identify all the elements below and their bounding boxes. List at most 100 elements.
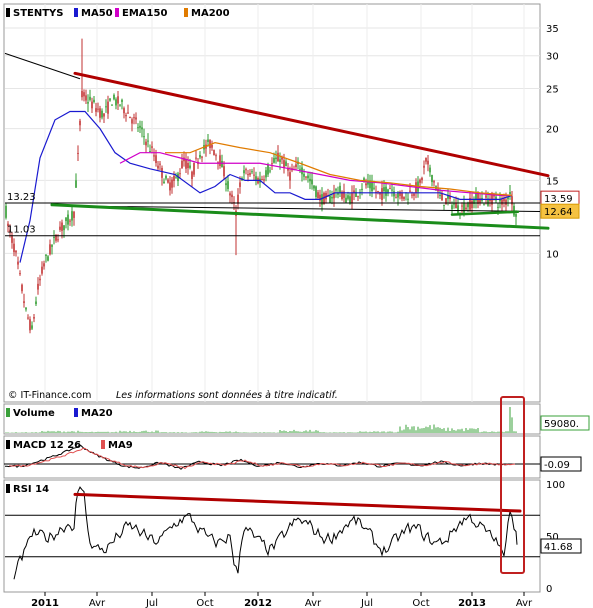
x-tick-label: Jul: [360, 598, 373, 608]
legend-stentys: STENTYS: [13, 8, 64, 19]
highlight-box: [500, 396, 525, 574]
legend-swatch-rsi: [6, 484, 10, 493]
candle-body: [149, 151, 151, 153]
candle-body: [395, 197, 397, 199]
candle-body: [313, 185, 315, 189]
candle-body: [287, 167, 289, 171]
candle-body: [169, 182, 171, 191]
candle-body: [467, 202, 469, 208]
candle-body: [215, 155, 217, 157]
candle-body: [105, 106, 107, 108]
candle-body: [239, 182, 241, 187]
candle-body: [161, 167, 163, 178]
candle-body: [429, 167, 431, 173]
candle-body: [117, 96, 119, 104]
candle-body: [409, 190, 411, 192]
price-y-tick-label: 35: [546, 24, 559, 35]
legend-swatch-macd: [6, 440, 10, 449]
candle-body: [211, 144, 213, 148]
candle-body: [139, 125, 141, 128]
candle-body: [455, 203, 457, 209]
candle-body: [27, 317, 29, 319]
candle-body: [201, 156, 203, 158]
candle-body: [147, 140, 149, 142]
candle-body: [229, 193, 231, 196]
volume-value-tag: [540, 415, 590, 431]
candle-body: [223, 166, 225, 177]
candle-body: [191, 171, 193, 180]
legend-swatch-ma20: [74, 408, 78, 417]
candle-body: [383, 187, 385, 192]
x-tick-label: Jul: [145, 598, 158, 608]
series-ma50: [19, 110, 513, 263]
volume-panel-frame: [3, 403, 541, 435]
candle-body: [343, 191, 345, 198]
candle-body: [61, 222, 63, 231]
candle-body: [387, 189, 389, 194]
x-tick-label: Oct: [196, 598, 213, 608]
candle-body: [193, 162, 195, 175]
key-level-label: 13.23: [7, 192, 36, 203]
candle-body: [515, 214, 517, 217]
candle-body: [251, 171, 253, 173]
candle-body: [111, 104, 113, 106]
price-tags: 13.59 12.64: [540, 190, 580, 219]
candle-body: [269, 170, 271, 172]
price-y-tick-label: 25: [546, 85, 559, 96]
series-ma200: [165, 142, 513, 196]
candle-body: [95, 108, 97, 112]
trendline-short-support: [450, 210, 520, 216]
candle-body: [341, 191, 343, 200]
candle-body: [457, 205, 459, 214]
candle-body: [171, 179, 173, 188]
candle-body: [29, 319, 31, 331]
candle-body: [447, 195, 449, 199]
candle-body: [47, 256, 49, 261]
candle-body: [439, 194, 441, 196]
candle-body: [119, 104, 121, 106]
candle-body: [487, 198, 489, 206]
candle-body: [285, 161, 287, 167]
candle-body: [41, 266, 43, 274]
legend-rsi: RSI 14: [13, 484, 49, 495]
candle-body: [23, 301, 25, 304]
legend-ema150: EMA150: [122, 8, 167, 19]
candle-body: [93, 99, 95, 102]
candle-body: [127, 112, 129, 114]
candle-body: [155, 155, 157, 164]
rsi-y-tick-label: 0: [546, 584, 552, 595]
rsi-y-tick-label: 50: [546, 532, 559, 543]
price-legend: STENTYS MA50 EMA150 MA200: [6, 8, 230, 19]
candle-body: [353, 190, 355, 194]
price-tag-label: 13.59: [544, 194, 573, 205]
candle-body: [137, 127, 139, 129]
candle-body: [497, 206, 499, 208]
candle-body: [151, 146, 153, 148]
candle-body: [393, 191, 395, 197]
rsi-levels: [5, 514, 540, 558]
macd-panel-frame: [3, 435, 541, 479]
rsi-panel-frame: [3, 479, 541, 593]
candle-body: [403, 196, 405, 200]
candle-body: [143, 136, 145, 138]
candle-body: [473, 199, 475, 204]
candle-body: [65, 217, 67, 222]
credit-disclaimer: Les informations sont données à titre in…: [116, 390, 338, 401]
rsi-line: [13, 486, 518, 580]
candle-body: [355, 191, 357, 198]
candle-body: [427, 160, 429, 165]
candle-body: [363, 178, 365, 181]
candle-body: [5, 205, 7, 218]
candle-body: [347, 195, 349, 199]
candle-body: [217, 161, 219, 163]
candle-body: [145, 141, 147, 146]
candle-body: [109, 98, 111, 101]
price-panel: 13.23 11.03 35 30 25 20 15 10 13.59 12.64 STENT…: [3, 3, 580, 592]
candle-body: [253, 174, 255, 176]
candle-body: [483, 204, 485, 206]
legend-swatch-ma9: [101, 440, 105, 449]
candle-body: [277, 152, 279, 162]
x-tick-label: 2011: [31, 598, 59, 608]
candle-body: [499, 199, 501, 202]
rsi-trendline-line: [73, 492, 522, 513]
